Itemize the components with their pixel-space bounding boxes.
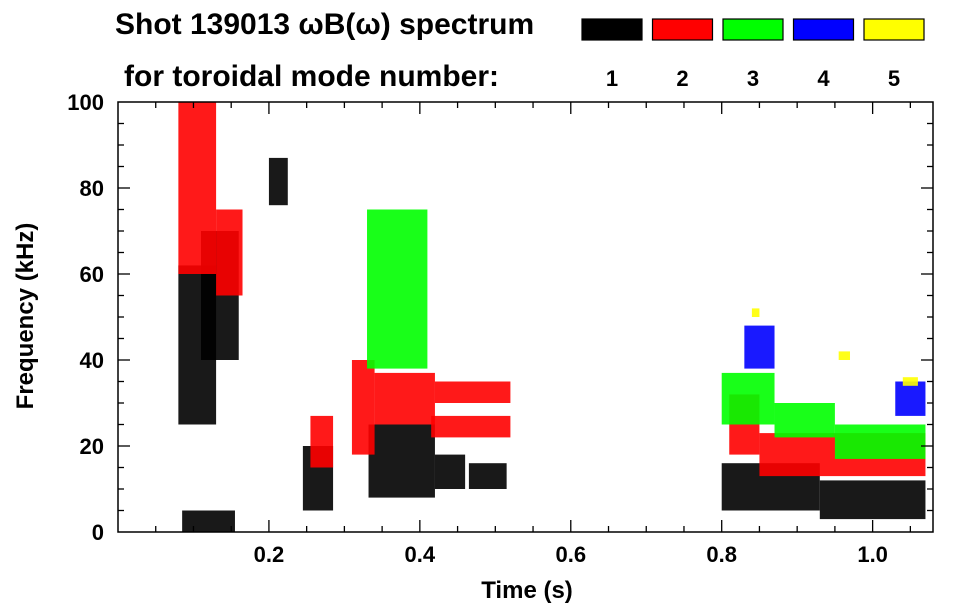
mode-2-feature-3 — [310, 415, 334, 468]
legend-swatch-2 — [651, 18, 714, 41]
mode-2-feature-1 — [178, 102, 217, 274]
legend-swatch-1 — [581, 18, 643, 41]
legend-swatch-5 — [863, 18, 925, 41]
mode-3-feature-2 — [721, 372, 775, 425]
x-tick-label: 0.6 — [555, 542, 586, 567]
legend-label-5: 5 — [888, 66, 900, 91]
spectrum-data — [178, 102, 926, 532]
mode-4-feature-1 — [744, 325, 775, 369]
mode-1-feature-4 — [268, 157, 288, 206]
mode-2-feature-7 — [431, 415, 511, 438]
mode-3-feature-1 — [367, 209, 428, 369]
mode-3-feature-3 — [774, 403, 835, 438]
mode-5-feature-3 — [902, 377, 918, 386]
legend-label-4: 4 — [817, 66, 830, 91]
y-tick-label: 20 — [80, 434, 104, 459]
x-tick-label: 0.8 — [706, 542, 737, 567]
mode-2-feature-2 — [216, 209, 243, 296]
x-tick-label: 1.0 — [857, 542, 888, 567]
series-mode-5 — [751, 308, 918, 386]
series-mode-4 — [744, 325, 926, 416]
chart-title: Shot 139013 ωB(ω) spectrum — [115, 8, 534, 41]
y-axis-label: Frequency (kHz) — [12, 223, 39, 410]
mode-1-feature-3 — [182, 510, 235, 532]
legend-label-2: 2 — [676, 66, 688, 91]
legend-swatch-3 — [722, 18, 784, 41]
mode-2-feature-4 — [351, 360, 375, 455]
mode-2-feature-6 — [434, 381, 511, 403]
mode-2-feature-5 — [374, 372, 435, 425]
y-tick-label: 40 — [80, 348, 104, 373]
y-tick-label: 0 — [92, 520, 104, 545]
y-tick-label: 60 — [80, 262, 104, 287]
legend-swatch-4 — [792, 18, 855, 41]
mode-5-feature-1 — [751, 308, 760, 317]
legend-label-1: 1 — [606, 66, 618, 91]
legend-label-3: 3 — [747, 66, 759, 91]
mode-3-feature-4 — [834, 424, 926, 459]
mode-1-feature-8 — [468, 463, 507, 489]
mode-1-feature-7 — [434, 454, 466, 489]
y-tick-label: 100 — [67, 90, 104, 115]
mode-5-feature-2 — [838, 351, 850, 360]
legend: 1 2 3 4 5 — [581, 18, 925, 91]
x-tick-label: 0.4 — [405, 542, 436, 567]
chart-subtitle: for toroidal mode number: — [124, 60, 499, 93]
axes: 0.2 0.4 0.6 0.8 1.0 0 20 40 60 80 100 — [67, 90, 934, 567]
mode-1-feature-6 — [368, 424, 435, 498]
mode-4-feature-2 — [895, 381, 926, 416]
y-tick-label: 80 — [80, 176, 104, 201]
x-axis-label: Time (s) — [481, 577, 573, 604]
mode-1-feature-10 — [819, 480, 926, 520]
series-mode-3 — [367, 209, 926, 459]
x-tick-label: 0.2 — [254, 542, 285, 567]
